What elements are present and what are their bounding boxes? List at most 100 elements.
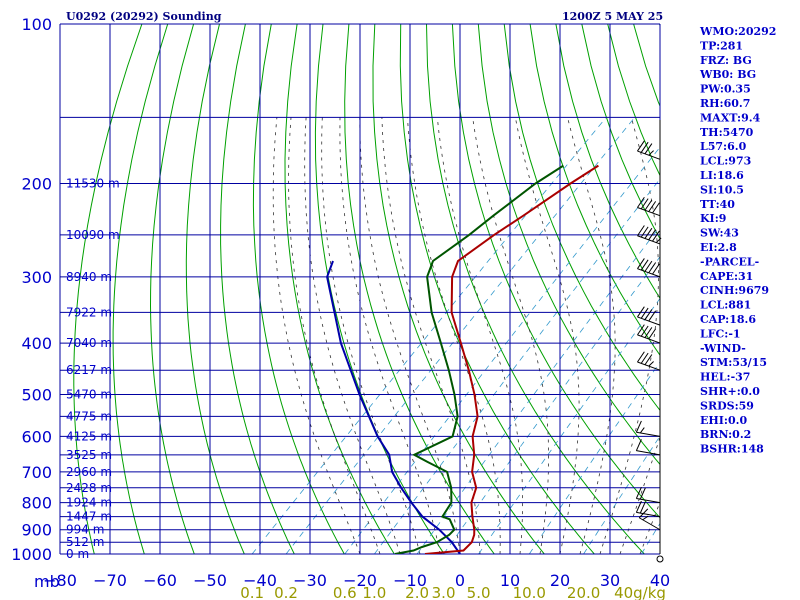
mixing-ratio-label: 10.0 bbox=[513, 584, 546, 600]
station-title: U0292 (20292) Sounding bbox=[66, 10, 222, 23]
sounding-index: LCL:881 bbox=[700, 299, 751, 312]
wind-barb-flag bbox=[637, 140, 645, 152]
moist-adiabat-line bbox=[514, 117, 580, 554]
mixing-ratio-line bbox=[285, 117, 636, 554]
height-label: 512 m bbox=[66, 535, 104, 549]
wind-barb-flag bbox=[652, 263, 660, 275]
wind-barb-flag bbox=[637, 351, 645, 363]
mixing-ratio-line bbox=[478, 297, 660, 554]
moist-adiabat-line bbox=[339, 117, 441, 554]
temperature-tick-label: −30 bbox=[293, 571, 327, 590]
sounding-index: SW:43 bbox=[700, 227, 739, 240]
sounding-index: CAP:18.6 bbox=[700, 313, 756, 326]
moist-adiabat-line bbox=[599, 117, 659, 554]
moist-adiabat-line bbox=[288, 117, 381, 554]
moist-adiabat-line bbox=[304, 117, 401, 554]
sounding-index: TH:5470 bbox=[700, 126, 754, 139]
mixing-ratio-line bbox=[344, 146, 660, 554]
sounding-index: SRDS:59 bbox=[700, 399, 754, 412]
pressure-label: 300 bbox=[21, 268, 52, 287]
mixing-ratio-label: 1.0 bbox=[362, 584, 386, 600]
sounding-index: KI:9 bbox=[700, 212, 726, 225]
sounding-index: WMO:20292 bbox=[699, 25, 776, 38]
temperature-tick-label: −80 bbox=[43, 571, 77, 590]
wind-barb-flag bbox=[640, 307, 649, 319]
mixing-ratio-label: 2.0 bbox=[405, 584, 429, 600]
wind-barb-flag bbox=[639, 487, 646, 500]
wind-barb-flag bbox=[635, 486, 642, 499]
wind-barb-flag bbox=[640, 259, 649, 271]
height-label: 994 m bbox=[66, 523, 104, 537]
wind-barb-flag bbox=[648, 361, 654, 367]
moist-adiabat-line bbox=[272, 117, 361, 554]
wind-barb-flag bbox=[644, 309, 653, 320]
pressure-axis-labels: 100 200 300 400 500 600 700 800 900 1000 bbox=[11, 15, 52, 564]
wind-barb-flag bbox=[644, 143, 653, 155]
wind-barb-flag bbox=[648, 201, 657, 212]
sounding-index: LCL:973 bbox=[700, 155, 751, 168]
wind-barb-flag bbox=[652, 230, 660, 242]
wind-barb-flag bbox=[635, 439, 642, 451]
height-label: 10090 m bbox=[66, 228, 120, 242]
pressure-label: 200 bbox=[21, 175, 52, 194]
pressure-label: 100 bbox=[21, 15, 52, 34]
pressure-label: 1000 bbox=[11, 545, 52, 564]
sounding-index: CINH:9679 bbox=[700, 284, 769, 297]
temperature-tick-label: 0 bbox=[455, 571, 465, 590]
wind-barb-flag bbox=[637, 225, 645, 237]
wind-barbs bbox=[635, 120, 664, 563]
sounding-index: STM:53/15 bbox=[700, 356, 767, 369]
sounding-index: WB0: BG bbox=[699, 68, 756, 81]
moist-adiabat-line bbox=[407, 117, 501, 554]
wind-barb-flag bbox=[640, 352, 649, 364]
pressure-label: 400 bbox=[21, 334, 52, 353]
height-label: 7040 m bbox=[66, 336, 112, 350]
mixing-ratio-label: 3.0 bbox=[432, 584, 456, 600]
height-label: 2960 m bbox=[66, 465, 112, 479]
sounding-index: -WIND- bbox=[700, 342, 746, 355]
pressure-label: 700 bbox=[21, 463, 52, 482]
moist-adiabat-line bbox=[567, 117, 616, 554]
wind-barb-flag bbox=[644, 354, 653, 366]
observation-time: 1200Z 5 MAY 25 bbox=[562, 10, 663, 23]
wind-barb-flag bbox=[648, 262, 657, 274]
mixing-ratio-label: 0.2 bbox=[274, 584, 298, 600]
temperature-tick-label: 40 bbox=[650, 571, 670, 590]
sounding-index: TT:40 bbox=[700, 198, 735, 211]
temperature-line bbox=[424, 164, 599, 554]
height-label: 1924 m bbox=[66, 496, 112, 510]
sounding-index: SI:10.5 bbox=[700, 183, 744, 196]
pressure-label: 800 bbox=[21, 494, 52, 513]
temperature-tick-label: 10 bbox=[500, 571, 520, 590]
wind-barb-flag bbox=[648, 328, 657, 340]
height-label: 2428 m bbox=[66, 481, 112, 495]
mixing-ratio-label: 0.6 bbox=[333, 584, 357, 600]
mixing-ratio-line bbox=[251, 117, 607, 554]
pressure-label: 900 bbox=[21, 521, 52, 540]
height-label: 5470 m bbox=[66, 387, 112, 401]
height-label: 11530 m bbox=[66, 177, 120, 191]
wind-barb-shaft bbox=[636, 450, 661, 456]
wind-barb-flag bbox=[635, 500, 642, 513]
height-label: 3525 m bbox=[66, 448, 112, 462]
wind-barb-flag bbox=[648, 150, 654, 156]
wind-barb-flag bbox=[644, 260, 653, 272]
sounding-index: TP:281 bbox=[700, 39, 743, 52]
sounding-index: SHR+:0.0 bbox=[700, 385, 760, 398]
wind-barb-flag bbox=[644, 227, 653, 239]
sounding-index: EI:2.8 bbox=[700, 241, 737, 254]
wind-barb-flag bbox=[637, 258, 645, 269]
temperature-tick-label: −40 bbox=[243, 571, 277, 590]
moist-adiabat-line bbox=[321, 117, 421, 554]
wind-barb-flag bbox=[648, 229, 657, 241]
pressure-label: 500 bbox=[21, 385, 52, 404]
wind-barb-flag bbox=[640, 141, 649, 153]
temperature-tick-label: −20 bbox=[343, 571, 377, 590]
sounding-index: RH:60.7 bbox=[700, 97, 750, 110]
wind-barb-flag bbox=[640, 325, 649, 337]
wind-barb-flag bbox=[644, 327, 653, 338]
calm-wind-circle bbox=[656, 555, 664, 563]
sounding-series bbox=[326, 164, 599, 554]
